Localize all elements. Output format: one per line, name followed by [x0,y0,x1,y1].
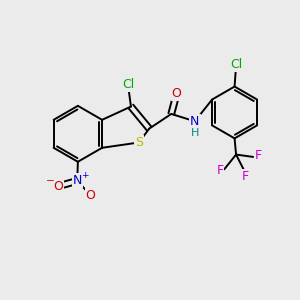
Text: H: H [190,128,199,138]
Text: O: O [85,188,95,202]
Text: F: F [255,149,262,162]
Text: O: O [172,87,182,101]
Text: O: O [53,180,63,193]
Text: N: N [190,115,200,128]
Text: Cl: Cl [230,58,242,71]
Text: −: − [46,176,54,186]
Text: Cl: Cl [122,78,134,91]
Text: S: S [135,136,143,149]
Text: F: F [242,169,249,183]
Text: N: N [73,174,82,188]
Text: F: F [216,164,224,177]
Text: +: + [81,170,88,179]
